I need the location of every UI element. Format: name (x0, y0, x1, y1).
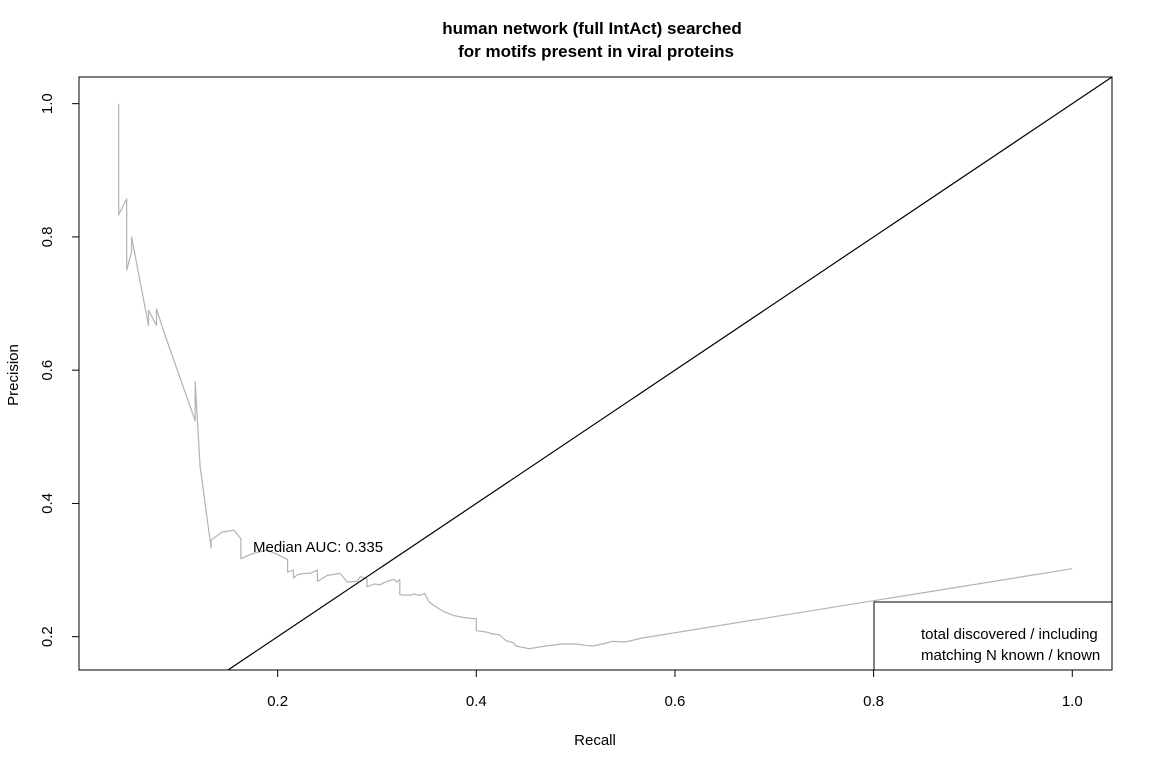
y-tick-label: 0.2 (39, 626, 56, 647)
y-tick-label: 1.0 (39, 93, 56, 114)
chart-title-line-2: for motifs present in viral proteins (458, 42, 734, 61)
x-axis: 0.2 0.4 0.6 0.8 1.0 (267, 669, 1083, 710)
diagonal-reference-line (227, 76, 1113, 671)
y-tick-label: 0.6 (39, 360, 56, 381)
x-tick-label: 0.2 (267, 693, 288, 710)
x-axis-label: Recall (574, 732, 616, 749)
chart-title-line-1: human network (full IntAct) searched (442, 19, 741, 38)
y-axis-label: Precision (5, 344, 22, 406)
x-tick-label: 0.8 (863, 693, 884, 710)
legend-box (873, 601, 1113, 671)
plot-frame (78, 76, 1113, 671)
x-tick-label: 0.4 (466, 693, 487, 710)
legend-line-2: matching N known / known (921, 647, 1100, 664)
series-layer (118, 76, 1113, 671)
legend-line-1: total discovered / including (921, 626, 1098, 643)
legend: total discovered / including matching N … (873, 601, 1113, 671)
y-axis: 0.2 0.4 0.6 0.8 1.0 (39, 93, 80, 647)
y-tick-label: 0.4 (39, 493, 56, 514)
x-tick-label: 1.0 (1062, 693, 1083, 710)
precision-recall-curve (118, 103, 1073, 650)
x-tick-label: 0.6 (665, 693, 686, 710)
median-auc-annotation: Median AUC: 0.335 (253, 539, 383, 556)
y-tick-label: 0.8 (39, 226, 56, 247)
